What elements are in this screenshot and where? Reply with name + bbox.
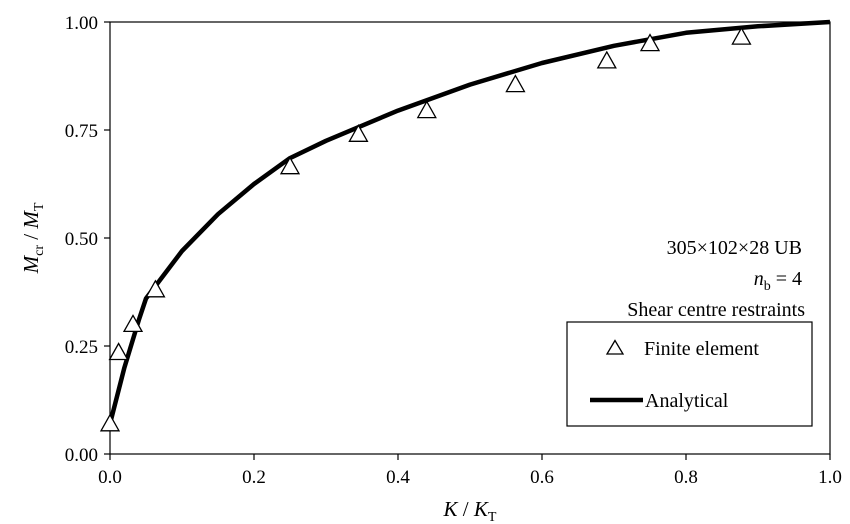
nb-annotation: nb = 4 [754,268,802,294]
finite-element-point [145,279,166,298]
legend: Finite element Analytical [566,321,813,427]
y-tick-label: 0.25 [65,337,98,358]
x-tick-label: 0.4 [386,467,410,488]
finite-element-point [279,156,301,175]
finite-element-point [99,413,121,432]
finite-element-series [99,26,752,432]
finite-element-point [505,74,526,93]
x-axis-ticks: 0.0 0.2 0.4 0.6 0.8 1.0 [98,454,842,488]
y-axis-ticks: 0.00 0.25 0.50 0.75 1.00 [65,13,110,466]
finite-element-point [596,50,617,69]
legend-label-analytical: Analytical [645,390,729,412]
y-tick-label: 0.50 [65,229,98,250]
finite-element-point [122,314,144,333]
legend-label-finite-element: Finite element [644,338,759,360]
finite-element-point [639,33,661,52]
x-tick-label: 0.0 [98,467,122,488]
y-axis-label: Mcr / MT [19,202,47,274]
y-tick-label: 1.00 [65,13,98,34]
restraint-annotation: Shear centre restraints [627,299,805,321]
x-axis-label: K / KT [443,497,497,524]
finite-element-point [108,342,129,361]
y-tick-label: 0.75 [65,121,98,142]
legend-marker-finite-element [605,339,625,355]
x-tick-label: 0.2 [242,467,266,488]
finite-element-point [348,123,369,142]
y-tick-label: 0.00 [65,445,98,466]
finite-element-point [416,100,437,119]
section-annotation: 305×102×28 UB [667,237,802,259]
finite-element-point [731,26,752,45]
x-tick-label: 1.0 [818,467,842,488]
x-tick-label: 0.6 [530,467,554,488]
x-tick-label: 0.8 [674,467,698,488]
legend-box [566,321,813,427]
